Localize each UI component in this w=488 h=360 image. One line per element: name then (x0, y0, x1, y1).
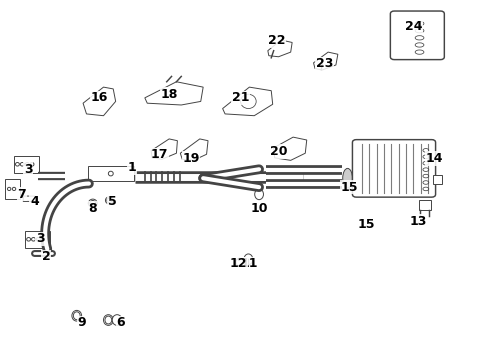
Polygon shape (267, 40, 291, 57)
Bar (14, 156, 39, 173)
Text: 10: 10 (250, 202, 267, 215)
Text: 2: 2 (41, 250, 50, 263)
Text: 5: 5 (108, 195, 116, 208)
Ellipse shape (103, 315, 113, 325)
Polygon shape (273, 137, 306, 160)
Text: 13: 13 (409, 215, 427, 228)
Bar (5, 179, 20, 199)
Polygon shape (23, 196, 35, 202)
Text: 3: 3 (24, 163, 32, 176)
FancyBboxPatch shape (389, 11, 444, 60)
Polygon shape (144, 82, 203, 105)
Ellipse shape (88, 199, 97, 207)
Bar (25, 231, 50, 248)
Ellipse shape (112, 315, 122, 325)
Ellipse shape (244, 254, 252, 265)
Text: 16: 16 (91, 91, 108, 104)
FancyBboxPatch shape (352, 140, 435, 197)
Text: 23: 23 (315, 57, 333, 71)
Text: 17: 17 (150, 148, 168, 162)
Text: 4: 4 (30, 195, 39, 208)
Bar (88, 166, 134, 181)
Text: 19: 19 (182, 152, 199, 165)
Text: 24: 24 (404, 20, 422, 33)
Text: 21: 21 (231, 91, 249, 104)
Text: 14: 14 (425, 152, 442, 165)
Bar (432, 175, 441, 184)
Ellipse shape (105, 197, 113, 204)
Text: 22: 22 (268, 34, 285, 47)
Polygon shape (180, 139, 207, 160)
Text: 6: 6 (116, 316, 124, 329)
Bar (418, 200, 430, 210)
Polygon shape (83, 87, 116, 116)
Polygon shape (151, 139, 177, 159)
Text: 1: 1 (127, 161, 136, 174)
Ellipse shape (236, 258, 243, 266)
Polygon shape (313, 52, 337, 70)
Text: 18: 18 (160, 88, 178, 101)
Ellipse shape (72, 310, 81, 321)
Text: 7: 7 (18, 188, 26, 201)
Text: 12: 12 (229, 257, 247, 270)
Text: 20: 20 (269, 145, 286, 158)
Text: 3: 3 (36, 233, 44, 246)
Text: 15: 15 (340, 181, 357, 194)
Ellipse shape (254, 189, 263, 200)
Ellipse shape (363, 168, 372, 188)
Ellipse shape (342, 168, 352, 188)
Text: 9: 9 (77, 316, 86, 329)
Text: 11: 11 (240, 257, 258, 270)
Text: 15: 15 (357, 218, 374, 231)
Polygon shape (222, 87, 272, 116)
Text: 8: 8 (88, 202, 97, 215)
